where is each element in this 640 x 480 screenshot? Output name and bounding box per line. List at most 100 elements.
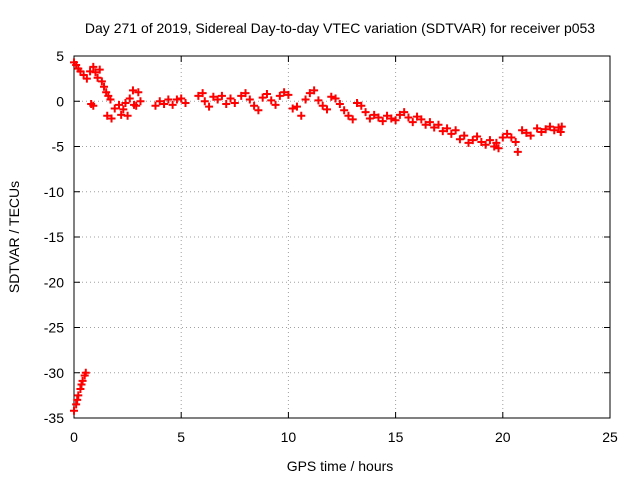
data-point [200,97,209,106]
data-point [438,127,447,136]
y-tick-label: -20 [44,274,64,290]
data-point [119,105,128,114]
data-point [115,100,124,109]
data-point [473,132,482,141]
data-point [537,128,546,137]
x-axis-label: GPS time / hours [287,458,394,474]
data-point [292,102,301,111]
data-point [74,391,83,400]
x-tick-label: 5 [177,429,185,445]
data-point [305,89,314,98]
data-point [481,140,490,149]
data-point [387,114,396,123]
data-point [136,97,145,106]
data-point [209,92,218,101]
data-marks [70,58,566,415]
data-point [494,144,503,153]
data-point [217,91,226,100]
y-tick-label: -15 [44,229,64,245]
data-point [518,126,527,135]
data-point [82,74,91,83]
data-point [556,128,565,137]
data-point [395,110,404,119]
axis-ticks: 0 5 10 15 20 25 5 0 -5 -10 -15 -20 -25 -30 -35 [44,48,618,445]
data-point [492,138,501,147]
y-tick-label: 5 [56,48,64,64]
data-point [254,106,263,115]
data-point [348,115,357,124]
data-point [541,125,550,134]
x-tick-label: 0 [70,429,78,445]
data-point [241,89,250,98]
data-point [301,95,310,104]
data-point [310,86,319,95]
data-point [434,120,443,129]
data-point [177,94,186,103]
data-point [134,88,143,97]
x-tick-label: 15 [388,429,404,445]
y-tick-label: -35 [44,410,64,426]
y-axis-label: SDTVAR / TECUs [6,181,22,293]
data-point [70,406,78,415]
data-point [132,101,141,110]
data-point [194,91,203,100]
data-point [430,123,439,132]
data-point [498,133,507,142]
data-point [100,82,109,91]
data-point [72,400,81,409]
data-point [533,124,542,133]
data-point [125,94,134,103]
data-point [511,137,520,146]
data-point [262,90,271,99]
data-point [89,101,98,110]
data-point [413,112,422,121]
data-point [297,111,306,120]
data-point [314,96,323,105]
data-point [160,99,169,108]
y-tick-label: -30 [44,365,64,381]
data-point [331,94,340,103]
data-point [408,118,417,127]
data-point [121,99,130,108]
data-point [237,91,246,100]
data-point [370,110,379,119]
data-point [213,95,222,104]
data-point [460,131,469,140]
data-point [280,88,289,97]
data-point [78,376,87,385]
data-point [284,90,293,99]
data-point [335,99,344,108]
data-point [383,111,392,120]
data-point [378,117,387,126]
data-point [550,126,559,135]
data-point [526,131,535,140]
data-point [164,95,173,104]
data-point [95,65,104,74]
data-point [443,124,452,133]
data-point [267,96,276,105]
data-point [107,114,116,123]
data-point [455,135,464,144]
data-point [288,104,297,113]
data-point [226,94,235,103]
data-point [73,395,82,404]
data-point [205,102,214,111]
x-tick-label: 25 [602,429,618,445]
data-point [507,133,516,142]
data-point [81,368,90,377]
data-point [545,122,554,131]
data-point [245,95,254,104]
data-point [365,114,374,123]
data-point [447,129,456,138]
data-point [110,104,119,113]
data-point [374,113,383,122]
data-point [404,113,413,122]
data-point [353,99,362,108]
y-tick-label: -5 [52,139,65,155]
data-point [485,136,494,145]
data-point [76,385,85,394]
data-point [322,105,331,114]
data-point [275,91,284,100]
data-point [400,108,409,117]
x-tick-label: 10 [281,429,297,445]
